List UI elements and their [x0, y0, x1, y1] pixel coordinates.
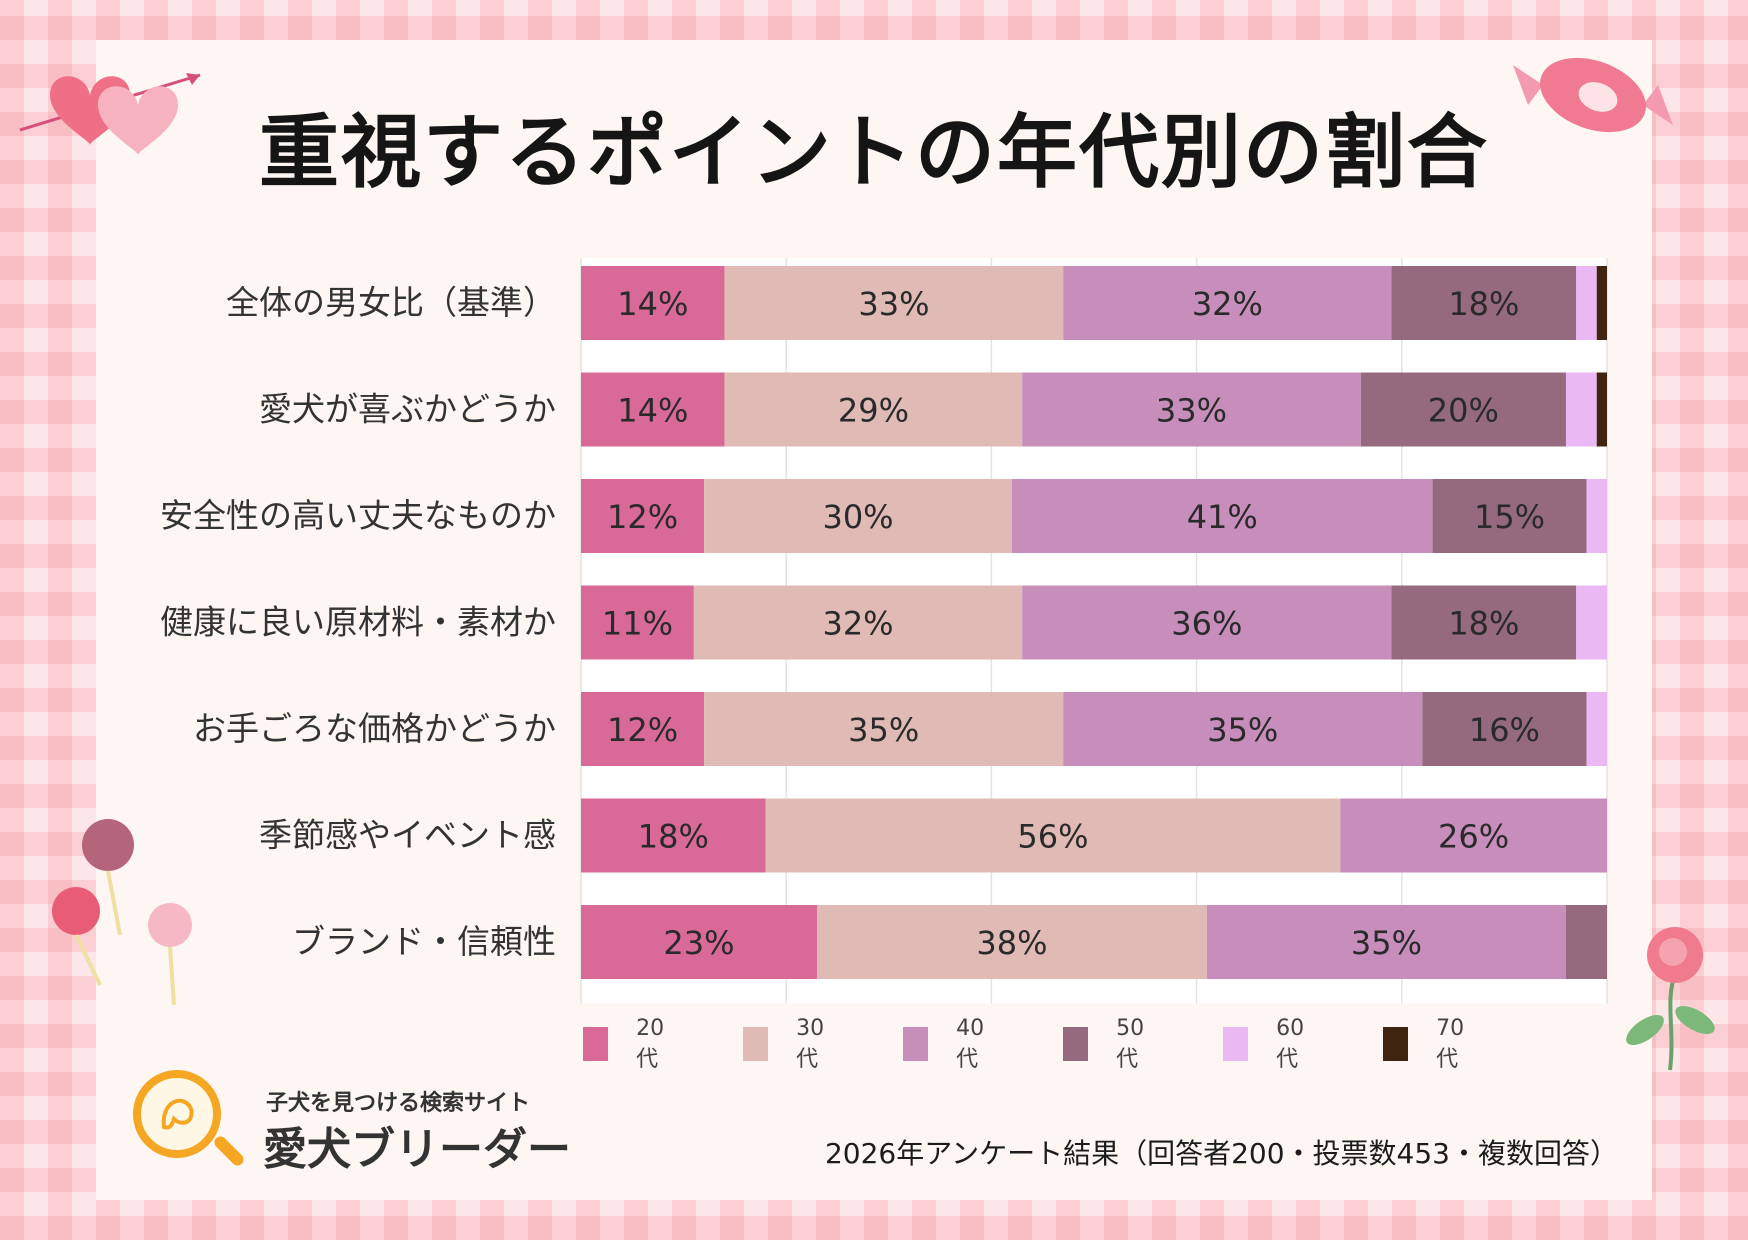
- bar-segment: [581, 585, 694, 660]
- data-label: 33%: [858, 285, 929, 323]
- legend-label: 70代: [1436, 1015, 1465, 1072]
- bar-segment: [1206, 905, 1566, 979]
- legend-label: 50代: [1116, 1015, 1145, 1072]
- legend-swatch: [743, 1027, 769, 1061]
- data-label: 41%: [1187, 498, 1258, 536]
- data-label: 15%: [1474, 498, 1545, 536]
- bar-segment: [581, 479, 705, 553]
- logo-name: 愛犬ブリーダー: [263, 1124, 571, 1175]
- category-label: 季節感やイベント感: [259, 816, 556, 855]
- data-label: 35%: [1207, 711, 1278, 749]
- data-label: 20%: [1428, 392, 1499, 430]
- legend-item: 50代: [1063, 1016, 1153, 1072]
- data-label: 23%: [663, 924, 734, 962]
- bar-segment: [1063, 266, 1392, 340]
- bar-segment: [1063, 692, 1423, 766]
- data-label: 36%: [1171, 605, 1242, 643]
- legend-item: 70代: [1383, 1016, 1473, 1072]
- category-label: 愛犬が喜ぶかどうか: [259, 390, 556, 429]
- legend-swatch: [1063, 1027, 1089, 1061]
- bar-segment: [1422, 692, 1587, 766]
- bar-segment: [704, 692, 1064, 766]
- category-label: 安全性の高い丈夫なものか: [160, 496, 556, 535]
- legend-label: 60代: [1276, 1015, 1305, 1072]
- bar-segment: [1360, 372, 1566, 447]
- legend-item: 20代: [583, 1016, 673, 1072]
- bar-segment: [1586, 479, 1607, 553]
- data-label: 32%: [1192, 285, 1263, 323]
- bar-segment: [1576, 266, 1597, 340]
- data-label: 18%: [1448, 605, 1519, 643]
- data-label: 30%: [822, 498, 893, 536]
- data-label: 35%: [1351, 924, 1422, 962]
- data-label: 12%: [607, 711, 678, 749]
- chart-title: 重視するポイントの年代別の割合: [259, 106, 1489, 199]
- legend-swatch: [903, 1027, 929, 1061]
- bar-segment: [704, 479, 1012, 553]
- legend-label: 40代: [956, 1015, 985, 1072]
- bar-segment: [1596, 266, 1607, 340]
- legend-swatch: [583, 1027, 609, 1061]
- data-label: 26%: [1438, 818, 1509, 856]
- data-label: 12%: [607, 498, 678, 536]
- legend-item: 40代: [903, 1016, 993, 1072]
- category-label: 健康に良い原材料・素材か: [160, 603, 556, 642]
- bar-segment: [581, 266, 725, 340]
- data-label: 18%: [1448, 285, 1519, 323]
- bar-segment: [724, 372, 1023, 447]
- bar-segment: [1432, 479, 1587, 553]
- data-label: 35%: [848, 711, 919, 749]
- legend-swatch: [1223, 1027, 1249, 1061]
- data-label: 14%: [617, 392, 688, 430]
- bar-segment: [1576, 585, 1607, 660]
- data-label: 29%: [838, 392, 909, 430]
- category-label: ブランド・信頼性: [292, 922, 556, 961]
- bar-segment: [1022, 372, 1361, 447]
- bar-segment: [816, 905, 1207, 979]
- bar-segment: [1011, 479, 1433, 553]
- candy-decoration: [1513, 57, 1673, 133]
- bar-segment: [581, 798, 766, 873]
- bar-segment: [1565, 372, 1597, 447]
- bar-segment: [1565, 905, 1607, 979]
- hearts-arrow-decoration: [19, 73, 201, 155]
- bar-segment: [1391, 585, 1577, 660]
- data-label: 11%: [602, 605, 673, 643]
- data-label: 18%: [638, 818, 709, 856]
- rose-decoration: [1626, 927, 1715, 1071]
- data-label: 16%: [1469, 711, 1540, 749]
- bar-segment: [1340, 798, 1607, 873]
- bar-segment: [581, 905, 817, 979]
- data-label: 56%: [1017, 818, 1088, 856]
- dog-magnifier-icon: [133, 1070, 221, 1158]
- legend-item: 30代: [743, 1016, 833, 1072]
- logo-subtitle: 子犬を見つける検索サイト: [266, 1091, 531, 1116]
- bar-segment: [581, 692, 705, 766]
- legend-swatch: [1383, 1027, 1409, 1061]
- category-label: お手ごろな価格かどうか: [193, 709, 556, 748]
- magnifier-handle: [212, 1134, 246, 1168]
- bar-segment: [581, 372, 725, 447]
- data-label: 33%: [1156, 392, 1227, 430]
- bar-segment: [1022, 585, 1392, 660]
- brand-logo[interactable]: 子犬を見つける検索サイト 愛犬ブリーダー: [133, 1065, 571, 1175]
- bar-segment: [765, 798, 1341, 873]
- legend-item: 60代: [1223, 1016, 1313, 1072]
- data-label: 38%: [976, 924, 1047, 962]
- data-label: 14%: [617, 285, 688, 323]
- legend-label: 30代: [796, 1015, 825, 1072]
- bar-segment: [1586, 692, 1607, 766]
- category-label: 全体の男女比（基準）: [226, 283, 556, 322]
- survey-note: 2026年アンケート結果（回答者200・投票数453・複数回答）: [824, 1137, 1618, 1170]
- lollipops-decoration: [52, 819, 192, 1006]
- data-label: 32%: [822, 605, 893, 643]
- bar-segment: [1596, 372, 1607, 447]
- legend-label: 20代: [636, 1015, 665, 1072]
- bar-segment: [724, 266, 1064, 340]
- bar-segment: [1391, 266, 1577, 340]
- bar-segment: [693, 585, 1023, 660]
